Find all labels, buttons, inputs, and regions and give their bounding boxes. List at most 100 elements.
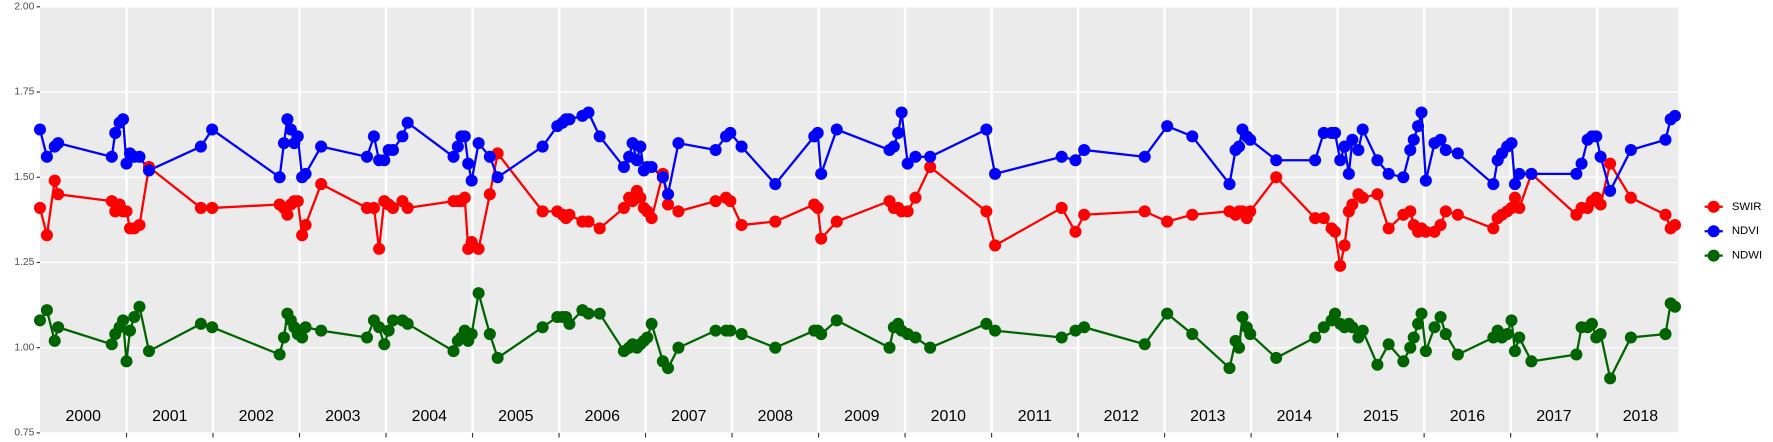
- data-point: [291, 195, 304, 208]
- data-point: [1223, 362, 1236, 375]
- data-point: [378, 338, 391, 351]
- data-point: [1659, 328, 1672, 341]
- data-point: [1407, 331, 1420, 344]
- data-point: [1451, 208, 1464, 221]
- data-point: [1309, 331, 1322, 344]
- legend-label: NDVI: [1732, 225, 1759, 237]
- data-point: [1668, 300, 1682, 313]
- data-point: [1138, 338, 1151, 351]
- data-point: [1505, 314, 1518, 327]
- data-point: [901, 157, 914, 170]
- data-point: [1624, 143, 1637, 157]
- data-point: [924, 341, 937, 354]
- data-point: [1329, 307, 1342, 320]
- data-point: [133, 150, 146, 163]
- x-tick-label: 2009: [844, 408, 880, 425]
- data-point: [1659, 133, 1672, 146]
- data-point: [536, 140, 549, 153]
- data-point: [1508, 345, 1521, 358]
- data-point: [563, 113, 576, 126]
- data-point: [724, 324, 737, 337]
- x-tick-label: 2006: [585, 408, 621, 425]
- data-point: [291, 130, 304, 143]
- data-point: [1451, 147, 1464, 160]
- data-point: [117, 113, 130, 126]
- y-tick-label: 1.00: [14, 342, 34, 353]
- data-point: [1585, 317, 1598, 330]
- data-point: [1604, 157, 1617, 170]
- data-point: [769, 178, 782, 191]
- data-point: [299, 321, 312, 334]
- data-point: [656, 171, 669, 184]
- data-point: [1352, 143, 1365, 157]
- data-point: [709, 195, 722, 208]
- data-point: [483, 188, 496, 201]
- data-point: [662, 188, 675, 201]
- y-tick-label: 1.25: [14, 257, 34, 268]
- data-point: [1487, 178, 1500, 191]
- data-point: [315, 178, 328, 191]
- data-point: [1329, 225, 1342, 238]
- data-point: [989, 167, 1002, 180]
- data-point: [1346, 133, 1359, 146]
- y-tick-label: 1.75: [14, 87, 34, 98]
- data-point: [40, 150, 53, 163]
- data-point: [33, 123, 47, 136]
- data-point: [360, 331, 374, 344]
- data-point: [1244, 205, 1257, 218]
- data-point: [662, 362, 675, 375]
- data-point: [1371, 154, 1384, 167]
- data-point: [672, 137, 685, 150]
- data-point: [980, 317, 993, 330]
- data-point: [1309, 154, 1322, 167]
- data-point: [1334, 259, 1347, 272]
- data-point: [462, 157, 475, 170]
- data-point: [447, 150, 460, 163]
- data-point: [1078, 208, 1091, 221]
- data-point: [641, 331, 654, 344]
- data-point: [634, 191, 647, 204]
- data-point: [491, 171, 504, 184]
- x-tick-label: 2011: [1018, 408, 1052, 425]
- data-point: [1232, 140, 1246, 153]
- data-point: [989, 239, 1002, 252]
- data-point: [593, 130, 606, 143]
- data-point: [472, 287, 485, 300]
- data-point: [1428, 321, 1441, 334]
- data-point: [645, 212, 658, 225]
- data-point: [401, 201, 414, 214]
- data-point: [1594, 150, 1607, 163]
- data-point: [563, 317, 576, 330]
- data-point: [52, 188, 65, 201]
- data-point: [815, 167, 828, 180]
- data-point: [582, 307, 595, 320]
- data-point: [901, 205, 914, 218]
- data-point: [1451, 348, 1464, 361]
- data-point: [451, 140, 464, 153]
- data-point: [1570, 167, 1583, 180]
- x-tick-label: 2013: [1190, 408, 1226, 425]
- data-point: [1329, 126, 1342, 139]
- data-point: [672, 341, 685, 354]
- data-point: [1138, 205, 1151, 218]
- data-point: [378, 154, 391, 167]
- data-point: [1270, 154, 1283, 167]
- data-point: [133, 300, 146, 313]
- data-point: [735, 328, 748, 341]
- data-point: [1078, 321, 1091, 334]
- data-point: [105, 150, 118, 163]
- data-point: [536, 205, 549, 218]
- data-point: [277, 137, 290, 150]
- data-point: [1604, 184, 1617, 197]
- y-tick-label: 1.50: [14, 172, 34, 183]
- data-point: [367, 130, 380, 143]
- data-point: [1186, 130, 1199, 143]
- data-point: [1055, 201, 1068, 214]
- data-point: [1415, 307, 1428, 320]
- data-point: [299, 218, 312, 231]
- data-point: [735, 218, 748, 231]
- data-point: [105, 338, 118, 351]
- data-point: [206, 201, 219, 214]
- data-point: [989, 324, 1002, 337]
- data-point: [724, 126, 737, 139]
